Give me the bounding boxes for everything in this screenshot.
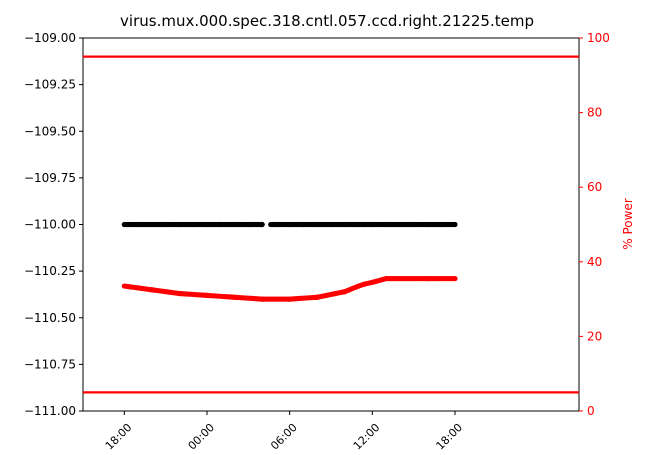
x-tick-label: 06:00 xyxy=(268,421,300,453)
y2-tick-label: 100 xyxy=(587,31,610,45)
y-tick-label: −110.50 xyxy=(24,311,76,325)
y-tick-label: −110.25 xyxy=(24,264,76,278)
y-tick-label: −109.50 xyxy=(24,124,76,138)
y2-tick-label: 40 xyxy=(587,255,602,269)
y2-axis: 0 20 40 60 80 100 xyxy=(579,31,610,418)
x-axis: 18:00 00:00 06:00 12:00 18:00 xyxy=(103,411,465,453)
y-tick-label: −109.75 xyxy=(24,171,76,185)
y2-axis-label: % Power xyxy=(621,198,635,250)
y-tick-label: −109.25 xyxy=(24,78,76,92)
data-point xyxy=(452,275,458,282)
x-tick-label: 00:00 xyxy=(186,421,218,453)
threshold-lines xyxy=(83,55,579,394)
y2-tick-label: 20 xyxy=(587,329,602,343)
y2-tick-label: 60 xyxy=(587,180,602,194)
x-tick-label: 12:00 xyxy=(351,421,383,453)
series-layer xyxy=(121,221,458,302)
y-tick-label: −110.00 xyxy=(24,218,76,232)
y-tick-label: −111.00 xyxy=(24,404,76,418)
y-tick-label: −110.75 xyxy=(24,357,76,371)
y2-tick-label: 0 xyxy=(587,404,595,418)
x-tick-label: 18:00 xyxy=(434,421,466,453)
y-axis: −109.00 −109.25 −109.50 −109.75 −110.00 −110.… xyxy=(24,31,83,418)
chart-title: virus.mux.000.spec.318.cntl.057.ccd.righ… xyxy=(120,12,534,30)
x-tick-label: 18:00 xyxy=(103,421,135,453)
y-tick-label: −109.00 xyxy=(24,31,76,45)
y2-tick-label: 80 xyxy=(587,106,602,120)
data-point xyxy=(259,221,265,228)
data-point xyxy=(452,221,458,228)
